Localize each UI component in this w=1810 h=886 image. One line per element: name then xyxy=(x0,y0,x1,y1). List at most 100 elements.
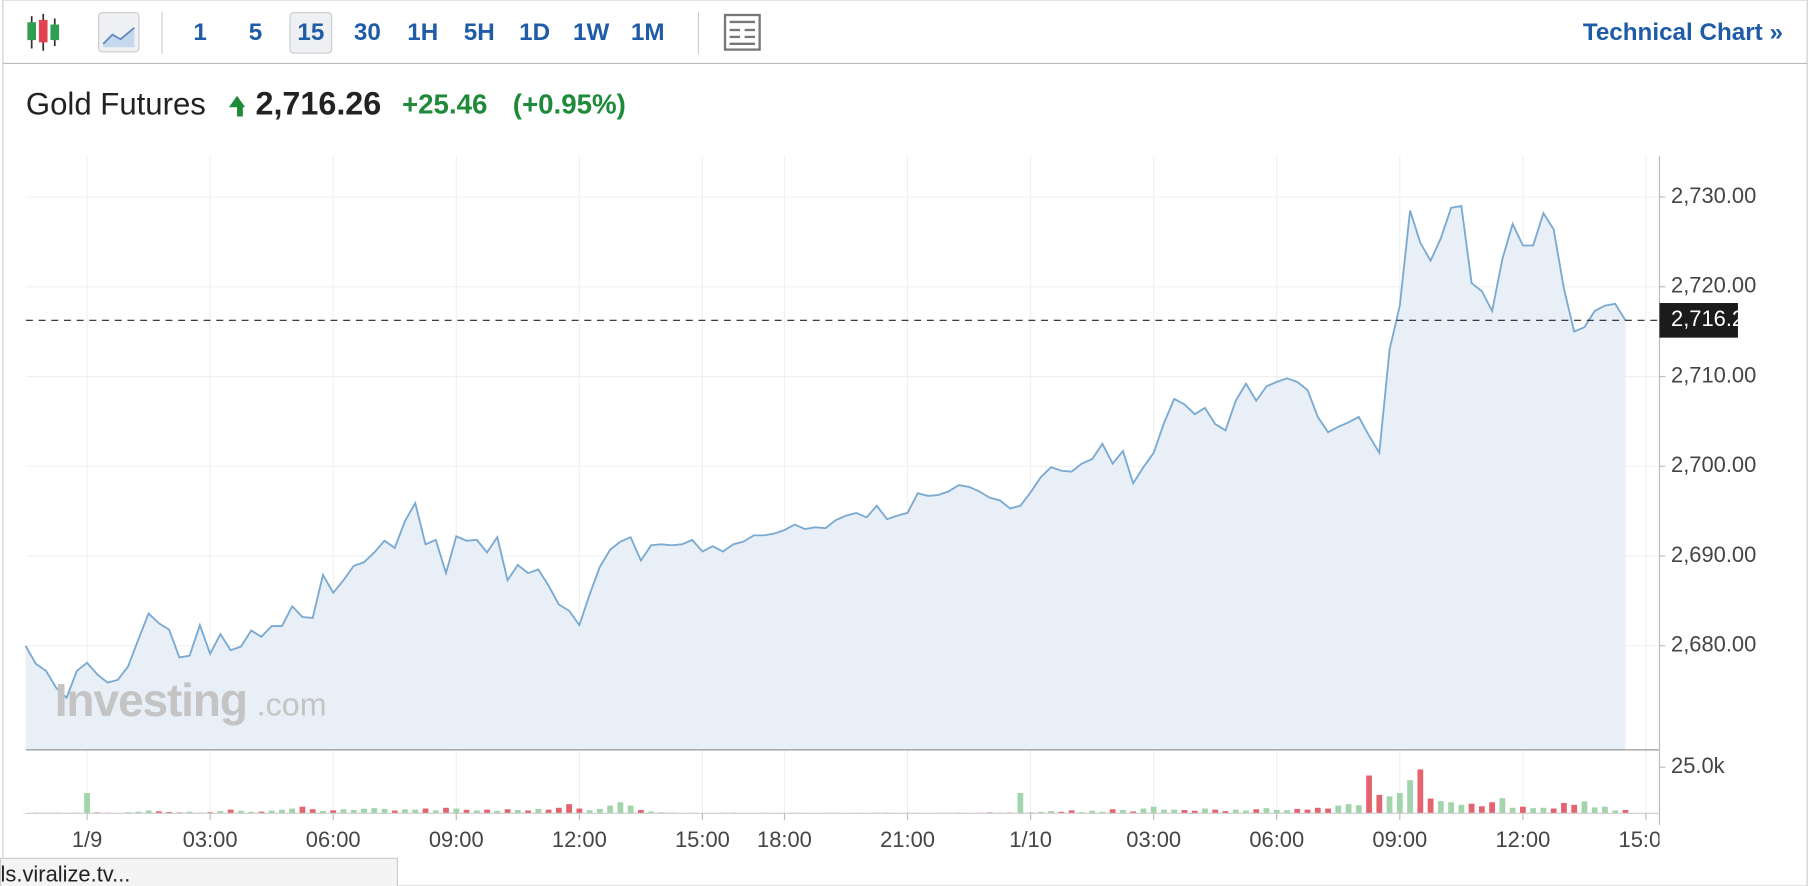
volume-bar xyxy=(1109,809,1116,814)
volume-bar xyxy=(350,810,357,814)
x-tick-label: 09:00 xyxy=(1372,827,1427,852)
volume-bar xyxy=(1284,810,1290,814)
volume-bar xyxy=(1232,809,1239,814)
volume-bar xyxy=(1602,806,1608,814)
last-price-label: 2,716.26 xyxy=(1671,306,1756,331)
volume-bar xyxy=(279,809,285,814)
volume-bar xyxy=(1089,810,1096,814)
x-tick-label: 03:00 xyxy=(1126,827,1181,852)
change: +25.46 xyxy=(402,88,487,119)
volume-bar xyxy=(1058,811,1065,814)
volume-bar xyxy=(1314,807,1321,814)
volume-bar xyxy=(320,810,326,814)
y-tick-label: 2,730.00 xyxy=(1671,183,1756,208)
x-tick-label: 21:00 xyxy=(880,827,935,852)
volume-bar xyxy=(1181,810,1188,814)
volume-bar xyxy=(186,811,193,814)
y-tick-label: 2,680.00 xyxy=(1671,632,1756,657)
volume-bar xyxy=(1099,811,1106,814)
volume-bar xyxy=(1376,794,1383,814)
volume-bar xyxy=(309,809,316,814)
volume-bar xyxy=(443,807,449,814)
volume-bar xyxy=(514,810,521,814)
volume-bar xyxy=(1212,809,1219,814)
interval-button[interactable]: 1H xyxy=(407,19,438,46)
interval-button[interactable]: 15 xyxy=(297,19,324,46)
volume-bar xyxy=(330,810,337,814)
volume-bar xyxy=(1540,807,1547,814)
volume-bar xyxy=(1478,806,1485,814)
volume-bar xyxy=(1191,810,1198,814)
volume-bar xyxy=(525,810,531,814)
volume-bar xyxy=(463,809,470,814)
volume-bar xyxy=(1325,808,1331,814)
watermark-suffix: .com xyxy=(257,687,327,723)
volume-bar xyxy=(268,810,275,814)
volume-bar xyxy=(1550,808,1557,814)
interval-button[interactable]: 30 xyxy=(354,19,381,46)
volume-bar xyxy=(494,810,501,814)
volume-bar xyxy=(1120,810,1126,814)
x-tick-label: 12:00 xyxy=(552,827,607,852)
volume-bar xyxy=(1407,780,1413,814)
volume-bar xyxy=(1427,798,1434,814)
candle-icon[interactable] xyxy=(27,13,60,51)
volume-bar xyxy=(227,809,234,814)
x-tick-label: 12:00 xyxy=(1495,827,1550,852)
volume-bar xyxy=(1171,809,1178,814)
volume-bar xyxy=(1345,804,1352,814)
price: 2,716.26 xyxy=(255,86,381,122)
interval-button[interactable]: 5 xyxy=(249,19,262,46)
volume-bar xyxy=(1263,808,1270,814)
interval-button[interactable]: 1W xyxy=(573,19,609,46)
volume-bar xyxy=(1017,793,1024,814)
volume-bar xyxy=(1202,808,1208,814)
volume-bar xyxy=(1304,809,1311,814)
interval-button[interactable]: 5H xyxy=(464,19,495,46)
x-tick-label: 09:00 xyxy=(429,827,484,852)
volume-bar xyxy=(1253,809,1260,814)
volume-bar xyxy=(432,810,439,814)
status-bar xyxy=(0,857,398,886)
x-tick-label: 06:00 xyxy=(306,827,361,852)
volume-bar xyxy=(1581,801,1588,814)
volume-bar xyxy=(638,810,644,814)
volume-bar xyxy=(473,810,480,814)
y-tick-label: 2,690.00 xyxy=(1671,542,1756,567)
line-icon[interactable] xyxy=(98,12,140,53)
x-tick-label: 15:00 xyxy=(1619,827,1674,852)
volume-bar xyxy=(1243,810,1249,814)
volume-bar xyxy=(84,793,90,814)
y-tick-label: 2,700.00 xyxy=(1671,452,1756,477)
x-tick-label: 18:00 xyxy=(757,827,812,852)
interval-button[interactable]: 1 xyxy=(193,19,206,46)
volume-bar xyxy=(381,808,388,814)
layout-icon[interactable] xyxy=(723,13,761,51)
volume-bar xyxy=(535,808,542,814)
interval-button[interactable]: 1D xyxy=(519,19,550,46)
volume-bar xyxy=(586,810,593,814)
volume-bar xyxy=(627,805,634,814)
volume-bar xyxy=(391,810,398,814)
volume-bar xyxy=(545,809,552,814)
volume-bar xyxy=(258,811,265,814)
interval-button[interactable]: 1M xyxy=(631,19,665,46)
volume-bar xyxy=(145,810,152,814)
volume-bar xyxy=(1520,806,1526,814)
volume-bar xyxy=(1571,804,1578,814)
volume-bar xyxy=(648,811,655,814)
volume-bar xyxy=(299,806,306,814)
volume-bar xyxy=(566,804,572,814)
volume-bar xyxy=(484,809,490,814)
technical-chart-link[interactable]: Technical Chart » xyxy=(1583,19,1783,46)
volume-bar xyxy=(1130,811,1137,814)
volume-bar xyxy=(1386,796,1393,814)
volume-bar xyxy=(1509,807,1516,814)
volume-bar xyxy=(1161,809,1167,814)
volume-bar xyxy=(1294,808,1301,814)
volume-bar xyxy=(1037,811,1044,814)
volume-bar xyxy=(371,808,378,814)
volume-bar xyxy=(1448,802,1454,814)
volume-bar xyxy=(1355,805,1362,814)
